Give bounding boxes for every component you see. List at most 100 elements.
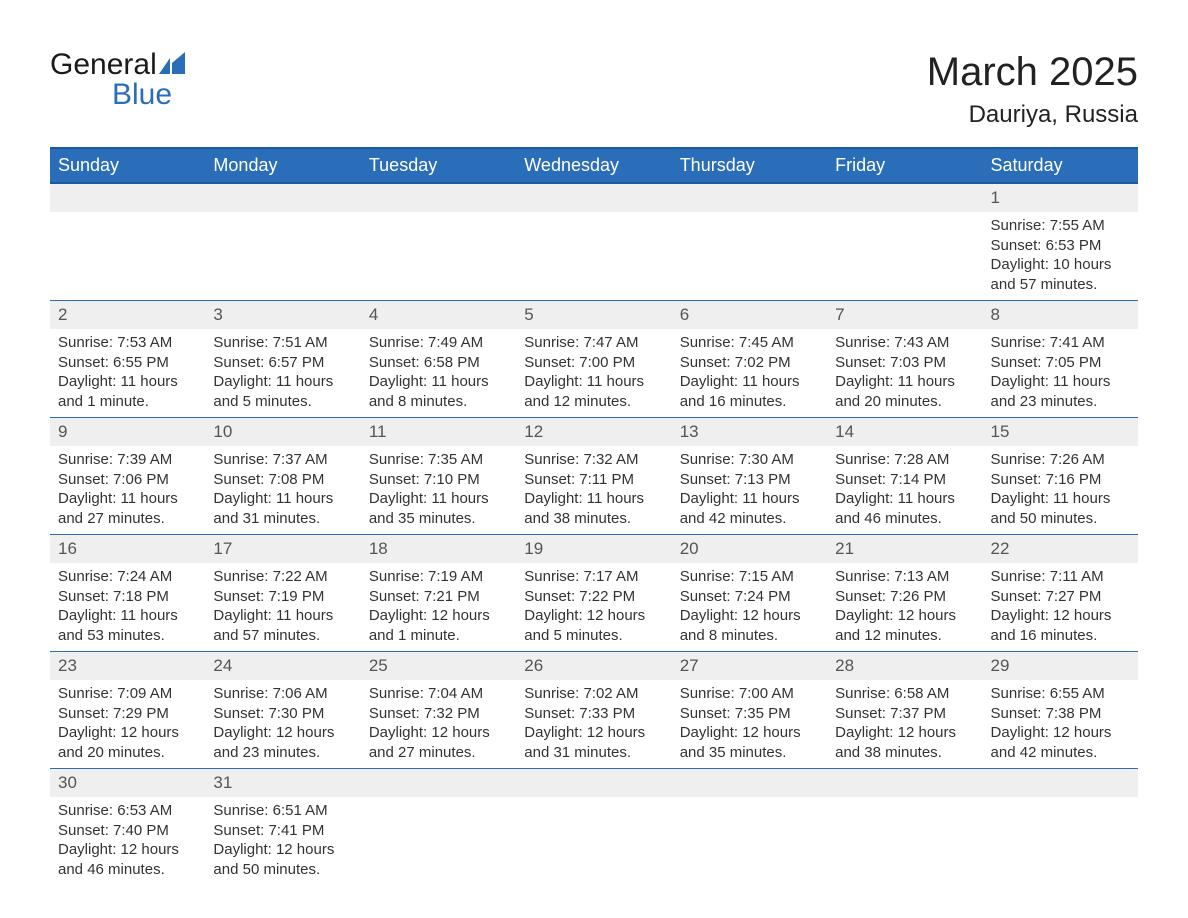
sunset-line: Sunset: 7:32 PM	[369, 704, 508, 724]
day-detail-text: Sunrise: 7:39 AMSunset: 7:06 PMDaylight:…	[58, 450, 197, 528]
day-detail-cell: Sunrise: 7:04 AMSunset: 7:32 PMDaylight:…	[361, 680, 516, 769]
daylight-line-2: and 27 minutes.	[369, 743, 508, 763]
daylight-line-2: and 35 minutes.	[680, 743, 819, 763]
day-detail-text: Sunrise: 7:49 AMSunset: 6:58 PMDaylight:…	[369, 333, 508, 411]
daylight-line-1: Daylight: 11 hours	[213, 372, 352, 392]
day-number-row: 9101112131415	[50, 418, 1138, 447]
day-number-cell: 20	[672, 535, 827, 564]
sunset-line: Sunset: 7:35 PM	[680, 704, 819, 724]
day-detail-cell: Sunrise: 7:45 AMSunset: 7:02 PMDaylight:…	[672, 329, 827, 418]
day-number-cell	[516, 183, 671, 212]
sunrise-line: Sunrise: 7:30 AM	[680, 450, 819, 470]
day-detail-cell: Sunrise: 7:32 AMSunset: 7:11 PMDaylight:…	[516, 446, 671, 535]
sunset-line: Sunset: 7:05 PM	[991, 353, 1130, 373]
sunrise-line: Sunrise: 7:19 AM	[369, 567, 508, 587]
day-detail-text: Sunrise: 7:26 AMSunset: 7:16 PMDaylight:…	[991, 450, 1130, 528]
logo-text-general: General	[50, 50, 157, 80]
day-detail-cell: Sunrise: 7:13 AMSunset: 7:26 PMDaylight:…	[827, 563, 982, 652]
day-number-cell	[205, 183, 360, 212]
daylight-line-1: Daylight: 12 hours	[213, 723, 352, 743]
daylight-line-2: and 12 minutes.	[524, 392, 663, 412]
daylight-line-2: and 42 minutes.	[991, 743, 1130, 763]
day-detail-cell: Sunrise: 7:19 AMSunset: 7:21 PMDaylight:…	[361, 563, 516, 652]
sunset-line: Sunset: 7:18 PM	[58, 587, 197, 607]
sunset-line: Sunset: 7:00 PM	[524, 353, 663, 373]
sunset-line: Sunset: 6:58 PM	[369, 353, 508, 373]
day-detail-cell: Sunrise: 7:55 AMSunset: 6:53 PMDaylight:…	[983, 212, 1138, 301]
daylight-line-1: Daylight: 11 hours	[524, 372, 663, 392]
sunset-line: Sunset: 7:21 PM	[369, 587, 508, 607]
daylight-line-2: and 57 minutes.	[991, 275, 1130, 295]
day-detail-text: Sunrise: 7:19 AMSunset: 7:21 PMDaylight:…	[369, 567, 508, 645]
sunrise-line: Sunrise: 7:53 AM	[58, 333, 197, 353]
sunset-line: Sunset: 6:57 PM	[213, 353, 352, 373]
sunrise-line: Sunrise: 7:47 AM	[524, 333, 663, 353]
day-number-cell: 15	[983, 418, 1138, 447]
day-detail-text: Sunrise: 7:11 AMSunset: 7:27 PMDaylight:…	[991, 567, 1130, 645]
day-detail-text: Sunrise: 7:13 AMSunset: 7:26 PMDaylight:…	[835, 567, 974, 645]
sunset-line: Sunset: 7:29 PM	[58, 704, 197, 724]
sunrise-line: Sunrise: 7:39 AM	[58, 450, 197, 470]
day-number-cell: 27	[672, 652, 827, 681]
calendar-header-row: Sunday Monday Tuesday Wednesday Thursday…	[50, 148, 1138, 183]
day-detail-cell	[516, 212, 671, 301]
day-detail-cell: Sunrise: 7:43 AMSunset: 7:03 PMDaylight:…	[827, 329, 982, 418]
day-detail-text: Sunrise: 7:00 AMSunset: 7:35 PMDaylight:…	[680, 684, 819, 762]
sunrise-line: Sunrise: 7:24 AM	[58, 567, 197, 587]
day-detail-text: Sunrise: 7:24 AMSunset: 7:18 PMDaylight:…	[58, 567, 197, 645]
sunrise-line: Sunrise: 7:37 AM	[213, 450, 352, 470]
day-number-cell	[827, 183, 982, 212]
day-number-cell	[827, 769, 982, 798]
day-number-cell: 19	[516, 535, 671, 564]
weekday-header: Friday	[827, 148, 982, 183]
logo-row-1: General	[50, 50, 185, 80]
sunset-line: Sunset: 7:41 PM	[213, 821, 352, 841]
daylight-line-2: and 35 minutes.	[369, 509, 508, 529]
day-number-row: 3031	[50, 769, 1138, 798]
day-detail-cell: Sunrise: 7:47 AMSunset: 7:00 PMDaylight:…	[516, 329, 671, 418]
daylight-line-2: and 27 minutes.	[58, 509, 197, 529]
sunrise-line: Sunrise: 7:00 AM	[680, 684, 819, 704]
day-detail-cell	[827, 212, 982, 301]
day-detail-cell: Sunrise: 7:30 AMSunset: 7:13 PMDaylight:…	[672, 446, 827, 535]
daylight-line-2: and 50 minutes.	[213, 860, 352, 880]
day-detail-text: Sunrise: 7:30 AMSunset: 7:13 PMDaylight:…	[680, 450, 819, 528]
sunrise-line: Sunrise: 6:58 AM	[835, 684, 974, 704]
day-detail-text: Sunrise: 7:51 AMSunset: 6:57 PMDaylight:…	[213, 333, 352, 411]
day-detail-text: Sunrise: 7:17 AMSunset: 7:22 PMDaylight:…	[524, 567, 663, 645]
sunrise-line: Sunrise: 7:06 AM	[213, 684, 352, 704]
daylight-line-1: Daylight: 12 hours	[213, 840, 352, 860]
sunset-line: Sunset: 7:40 PM	[58, 821, 197, 841]
day-number-cell: 21	[827, 535, 982, 564]
day-detail-cell	[983, 797, 1138, 885]
day-number-cell: 2	[50, 301, 205, 330]
day-detail-text: Sunrise: 7:06 AMSunset: 7:30 PMDaylight:…	[213, 684, 352, 762]
day-number-cell	[672, 183, 827, 212]
day-detail-row: Sunrise: 7:53 AMSunset: 6:55 PMDaylight:…	[50, 329, 1138, 418]
sunrise-line: Sunrise: 7:11 AM	[991, 567, 1130, 587]
day-number-cell: 31	[205, 769, 360, 798]
day-detail-cell: Sunrise: 7:53 AMSunset: 6:55 PMDaylight:…	[50, 329, 205, 418]
day-number-cell: 30	[50, 769, 205, 798]
day-detail-cell	[205, 212, 360, 301]
day-number-cell: 13	[672, 418, 827, 447]
day-detail-cell: Sunrise: 6:55 AMSunset: 7:38 PMDaylight:…	[983, 680, 1138, 769]
daylight-line-1: Daylight: 11 hours	[58, 372, 197, 392]
sunset-line: Sunset: 7:02 PM	[680, 353, 819, 373]
day-detail-cell: Sunrise: 7:24 AMSunset: 7:18 PMDaylight:…	[50, 563, 205, 652]
day-number-cell: 14	[827, 418, 982, 447]
day-detail-row: Sunrise: 6:53 AMSunset: 7:40 PMDaylight:…	[50, 797, 1138, 885]
sunset-line: Sunset: 7:30 PM	[213, 704, 352, 724]
day-detail-text: Sunrise: 6:53 AMSunset: 7:40 PMDaylight:…	[58, 801, 197, 879]
day-detail-cell	[672, 212, 827, 301]
daylight-line-1: Daylight: 11 hours	[680, 489, 819, 509]
day-detail-text: Sunrise: 7:47 AMSunset: 7:00 PMDaylight:…	[524, 333, 663, 411]
day-number-cell: 18	[361, 535, 516, 564]
daylight-line-2: and 16 minutes.	[991, 626, 1130, 646]
sunset-line: Sunset: 7:33 PM	[524, 704, 663, 724]
day-detail-text: Sunrise: 7:35 AMSunset: 7:10 PMDaylight:…	[369, 450, 508, 528]
day-detail-text: Sunrise: 7:43 AMSunset: 7:03 PMDaylight:…	[835, 333, 974, 411]
daylight-line-1: Daylight: 11 hours	[991, 372, 1130, 392]
day-number-cell: 25	[361, 652, 516, 681]
weekday-header: Wednesday	[516, 148, 671, 183]
